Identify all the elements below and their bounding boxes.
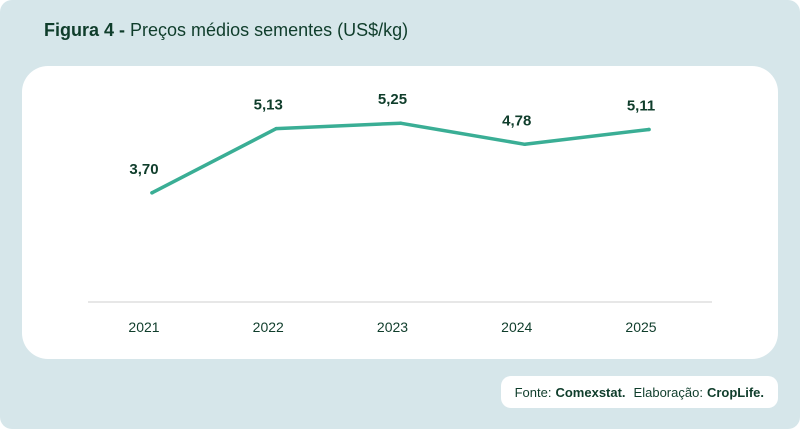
line-chart: 3,70 5,13 5,25 4,78 5,11 2021 2022 2023 2024 202… xyxy=(88,91,712,335)
chart-card: 3,70 5,13 5,25 4,78 5,11 2021 2022 2023 2024 202… xyxy=(22,66,778,359)
source-fonte-label: Fonte: xyxy=(514,384,552,400)
data-point-2025 xyxy=(647,127,651,132)
x-tick-label-2022: 2022 xyxy=(253,319,284,335)
data-label-2025: 5,11 xyxy=(627,97,655,114)
x-tick-label-2023: 2023 xyxy=(377,319,408,335)
x-tick-label-2024: 2024 xyxy=(501,319,532,335)
series-line xyxy=(150,121,651,195)
data-label-2022: 5,13 xyxy=(254,97,283,114)
source-elab-label: Elaboração: xyxy=(633,384,703,400)
data-point-2022 xyxy=(274,126,278,131)
x-tick-label-2021: 2021 xyxy=(128,319,159,335)
source-note: Fonte: Comexstat. Elaboração: CropLife. xyxy=(500,376,778,408)
figure-title-text: Preços médios sementes (US$/kg) xyxy=(130,20,409,40)
data-point-2024 xyxy=(523,142,527,147)
data-point-2021 xyxy=(150,191,154,195)
source-elab-value: CropLife. xyxy=(706,384,764,400)
data-label-2023: 5,25 xyxy=(378,91,407,108)
figure-label: Figura 4 - xyxy=(44,20,126,40)
source-fonte-value: Comexstat. xyxy=(555,384,626,400)
figure-title: Figura 4 - Preços médios sementes (US$/k… xyxy=(44,20,408,41)
data-point-2023 xyxy=(398,121,403,125)
data-label-2021: 3,70 xyxy=(129,161,158,178)
data-label-2024: 4,78 xyxy=(502,112,531,129)
x-tick-label-2025: 2025 xyxy=(625,319,656,335)
